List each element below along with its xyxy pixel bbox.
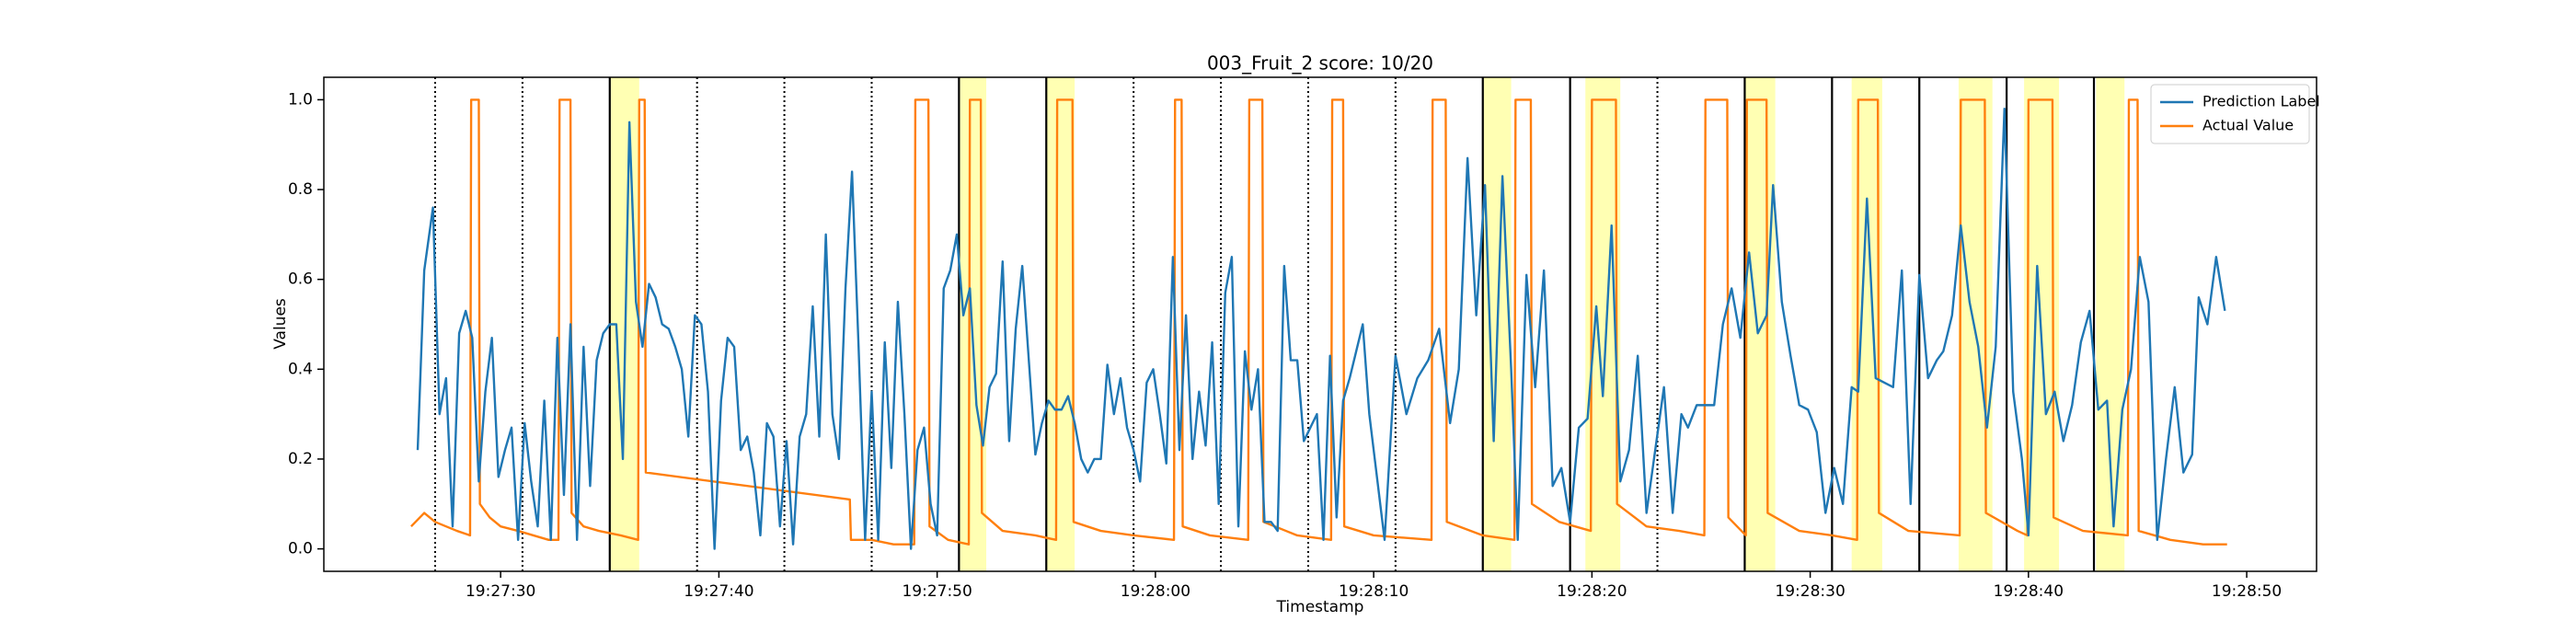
x-tick-label: 19:27:30 [466, 582, 535, 601]
series-line [416, 107, 2226, 550]
x-tick-label: 19:28:00 [1121, 582, 1190, 601]
highlight-span [1958, 77, 1993, 571]
highlight-span [2096, 77, 2125, 571]
x-tick-label: 19:28:30 [1775, 582, 1845, 601]
x-tick-label: 19:27:50 [902, 582, 972, 601]
y-tick-label: 0.0 [288, 540, 313, 558]
legend-label: Actual Value [2202, 117, 2294, 134]
x-tick-label: 19:28:10 [1339, 582, 1409, 601]
y-tick-label: 0.6 [288, 270, 313, 289]
legend-box [2150, 84, 2310, 144]
y-tick-label: 1.0 [288, 90, 313, 109]
y-tick-label: 0.8 [288, 180, 313, 199]
x-axis-label: Timestamp [1276, 598, 1364, 616]
axes-frame [323, 76, 2317, 572]
legend-label: Prediction Label [2202, 93, 2320, 110]
y-axis-label: Values [271, 298, 290, 350]
chart-title: 003_Fruit_2 score: 10/20 [1207, 52, 1433, 75]
x-tick-label: 19:28:50 [2212, 582, 2282, 601]
legend: Prediction Label Actual Value [2150, 84, 2320, 144]
y-tick-label: 0.2 [288, 450, 313, 468]
x-tick-label: 19:28:40 [1994, 582, 2064, 601]
x-tick-label: 19:27:40 [684, 582, 753, 601]
highlight-span [1744, 77, 1776, 571]
x-tick-label: 19:28:20 [1557, 582, 1627, 601]
y-tick-label: 0.4 [288, 360, 313, 378]
series-line [410, 98, 2227, 546]
highlight-span [1046, 77, 1075, 571]
plot-area [410, 77, 2227, 571]
